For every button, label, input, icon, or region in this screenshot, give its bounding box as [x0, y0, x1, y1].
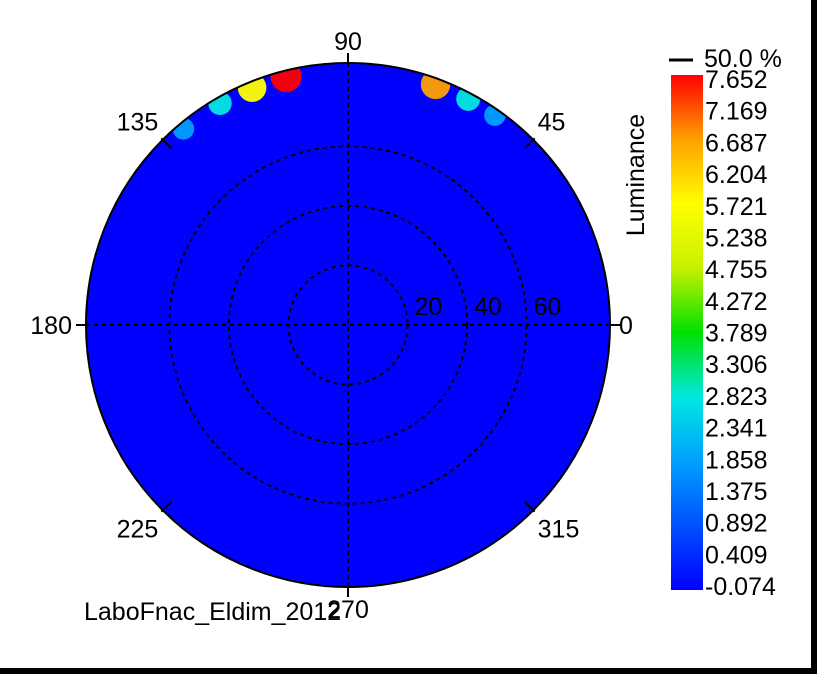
- colorbar-tick-12: 1.858: [705, 446, 768, 474]
- radial-tick-60: 60: [534, 293, 562, 321]
- radial-tick-labels: 20 40 60: [415, 293, 562, 321]
- colorbar-tick-11: 2.341: [705, 415, 768, 443]
- angle-label-45: 45: [538, 108, 566, 136]
- angle-label-180: 180: [30, 312, 72, 340]
- colorbar-tick-6: 4.755: [705, 256, 768, 284]
- colorbar: 50.0 %7.652 7.169 6.687 6.204 5.721 5.238 4.75…: [622, 45, 782, 601]
- tick-45: [524, 137, 536, 149]
- footer-text: LaboFnac_Eldim_2012: [84, 598, 341, 626]
- angle-label-90: 90: [334, 28, 362, 56]
- tick-225: [160, 501, 172, 513]
- radial-tick-40: 40: [474, 293, 502, 321]
- colorbar-tick-13: 1.375: [705, 478, 768, 506]
- angle-label-135: 135: [117, 108, 159, 136]
- colorbar-tick-15: 0.409: [705, 541, 768, 569]
- tick-135: [160, 137, 172, 149]
- angle-labels: 0 45 90 135 180 225 270 315: [30, 28, 633, 624]
- colorbar-tick-16: -0.074: [705, 573, 776, 601]
- disc-background: [86, 63, 610, 587]
- colorbar-tick-1: 7.169: [705, 98, 768, 126]
- hotspot-5: [456, 86, 481, 111]
- colorbar-tick-14: 0.892: [705, 510, 768, 538]
- colorbar-tick-4: 5.721: [705, 193, 768, 221]
- radial-tick-20: 20: [415, 293, 443, 321]
- colorbar-tick-10: 2.823: [705, 383, 768, 411]
- colorbar-tick-0: 7.652: [705, 66, 768, 94]
- ring-40: [227, 204, 469, 446]
- angle-label-315: 315: [538, 516, 580, 544]
- tick-315: [524, 501, 536, 513]
- colorbar-label: Luminance: [622, 114, 650, 236]
- hotspot-0: [270, 63, 302, 93]
- polar-grid: [76, 53, 620, 597]
- colorbar-tick-3: 6.204: [705, 161, 768, 189]
- colorbar-tick-2: 6.687: [705, 129, 768, 157]
- colorbar-gradient: [671, 75, 703, 590]
- colorbar-tick-8: 3.789: [705, 320, 768, 348]
- angle-label-0: 0: [619, 312, 633, 340]
- angle-label-270: 270: [327, 596, 369, 624]
- colorbar-tick-5: 5.238: [705, 224, 768, 252]
- hotspot-2: [208, 91, 232, 116]
- colorbar-tick-7: 4.272: [705, 288, 768, 316]
- angle-label-225: 225: [117, 516, 159, 544]
- colorbar-top-marker: 50.0 %: [704, 45, 782, 73]
- colorbar-tick-9: 3.306: [705, 351, 768, 379]
